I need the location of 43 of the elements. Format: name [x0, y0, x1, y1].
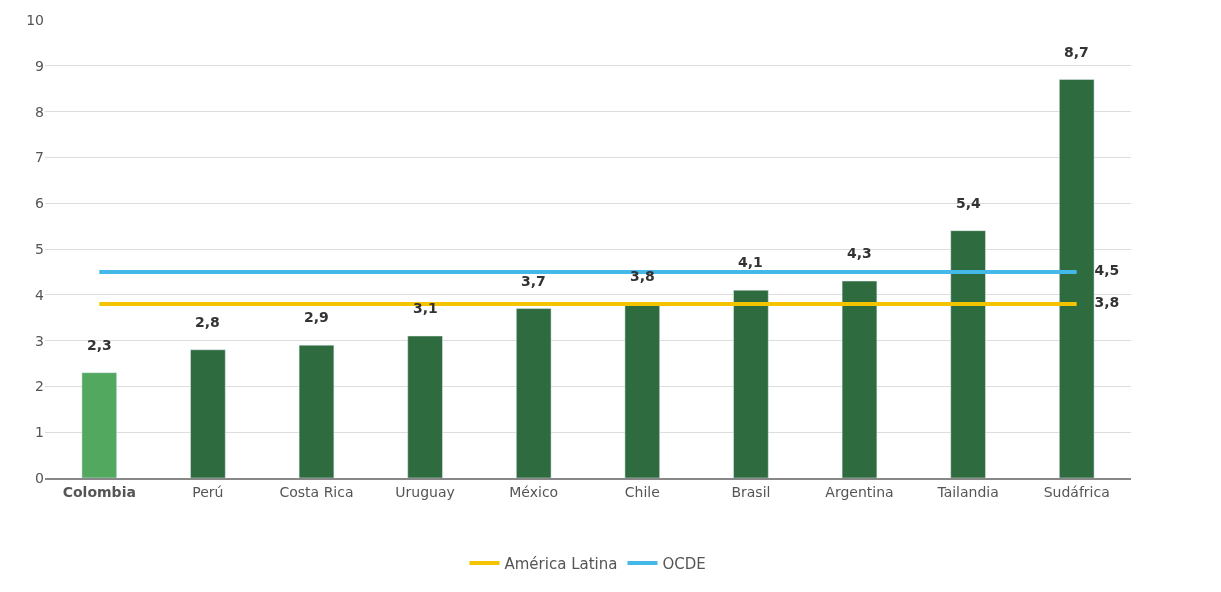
y-tick-label: 1 [35, 424, 44, 441]
y-tick-label: 2 [35, 378, 44, 395]
y-tick-label: 5 [35, 240, 44, 257]
y-tick-label: 0 [35, 469, 44, 486]
bar [950, 230, 986, 478]
bar [190, 349, 226, 478]
bar [1059, 79, 1095, 478]
bar [516, 308, 552, 478]
bar [733, 289, 769, 478]
bar [407, 335, 443, 478]
data-label: 4,3 [847, 245, 872, 261]
y-tick-label: 8 [35, 103, 44, 120]
bar [624, 303, 660, 478]
bar [841, 280, 878, 478]
data-label: 2,9 [304, 309, 329, 325]
x-tick-label: Sudáfrica [1043, 483, 1110, 500]
data-label: 2,8 [195, 314, 220, 330]
y-tick-label: 10 [26, 11, 44, 28]
y-tick-label: 3 [35, 332, 44, 349]
data-label: 8,7 [1064, 44, 1089, 60]
x-tick-label: Tailandia [936, 483, 999, 500]
data-label: 3,7 [521, 273, 546, 289]
x-tick-label: Colombia [62, 483, 136, 500]
y-tick-label: 9 [35, 57, 44, 74]
legend-label: OCDE [662, 554, 706, 573]
y-tick-label: 6 [35, 195, 45, 212]
data-label: 4,1 [738, 254, 763, 270]
x-tick-label: Uruguay [395, 483, 455, 500]
bar [81, 372, 117, 478]
data-label: 5,4 [956, 195, 982, 211]
x-tick-label: Costa Rica [279, 483, 354, 500]
y-tick-label: 7 [35, 149, 44, 166]
legend-label: América Latina [504, 554, 618, 573]
bar [298, 344, 335, 478]
data-label: 2,3 [87, 337, 112, 353]
x-tick-label: Brasil [731, 483, 771, 500]
x-tick-label: Perú [192, 483, 224, 500]
data-label: 3,8 [1094, 294, 1120, 311]
data-label: 4,5 [1094, 262, 1120, 279]
x-tick-label: Chile [624, 483, 660, 500]
x-tick-label: Argentina [825, 483, 894, 500]
y-tick-label: 4 [35, 286, 45, 303]
x-tick-label: México [509, 483, 559, 500]
